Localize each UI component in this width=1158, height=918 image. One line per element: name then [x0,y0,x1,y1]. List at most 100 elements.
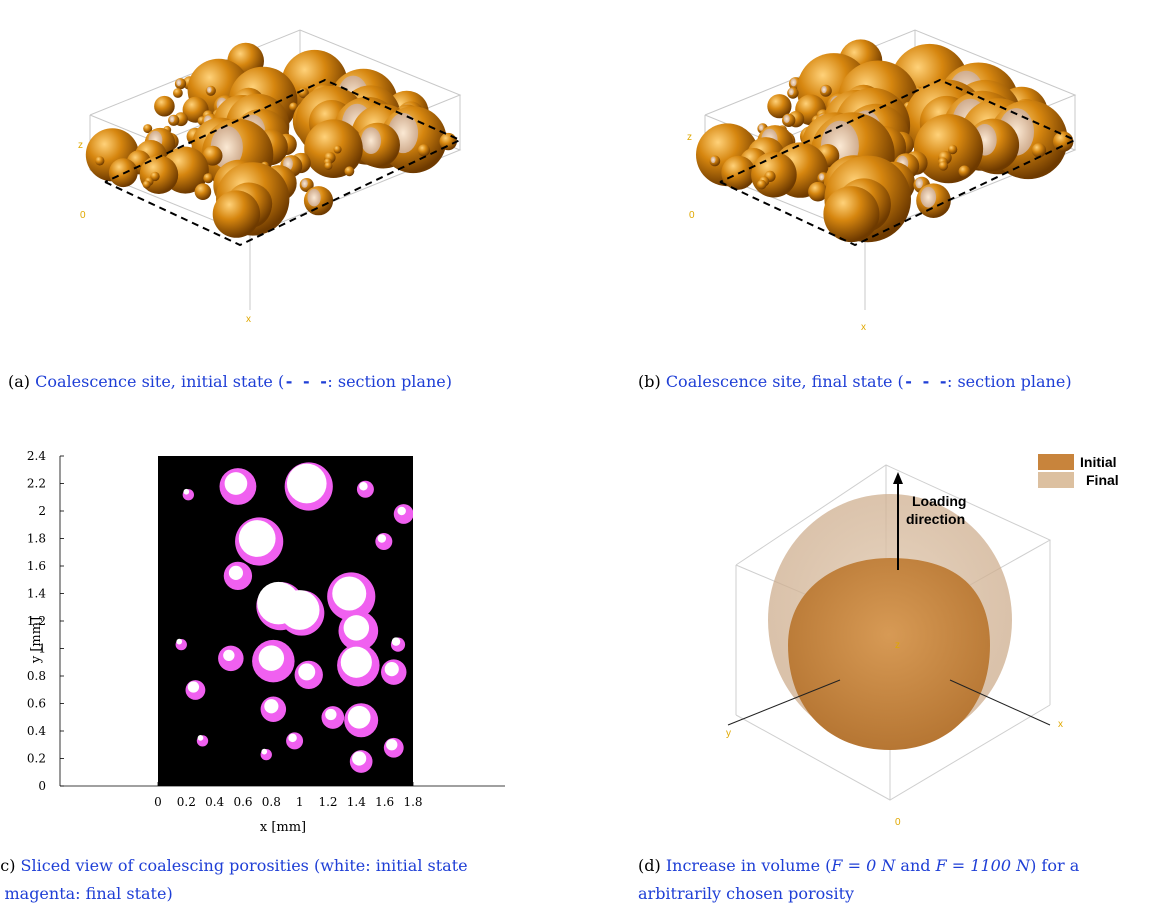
caption-d: (d) Increase in volume (F = 0 N and F = … [638,852,1079,908]
pore-sphere [150,171,160,182]
axis-label-zero: 0 [80,210,86,221]
pore-initial-25 [197,735,204,741]
pore-cut-cap [710,156,716,163]
pore-initial-16 [397,506,406,516]
pore-cut-cap [819,173,825,181]
initial-volume-shape [788,558,990,750]
pore-initial-10 [347,705,371,729]
pore-cut-cap [758,124,764,131]
slice-image [158,456,413,786]
loading-arrow [893,472,903,570]
pore-initial-19 [187,681,200,693]
legend-swatch-final [1038,472,1074,488]
pore-initial-2 [224,472,248,495]
porosity-volume-render: Loading direction Initial Final z y x 0 [726,454,1119,828]
x-tick-label-2: 0.4 [205,795,224,809]
caption-a-suffix: : section plane) [327,372,452,391]
caption-d-line2: arbitrarily chosen porosity [638,884,855,903]
pore-sphere [767,94,792,119]
y-tick-label-8: 1.6 [27,559,46,573]
pore-sphere [202,145,223,166]
section-plane [104,78,463,247]
pore-sphere [194,183,212,200]
pore-sphere [154,95,175,117]
caption-c-line1: Sliced view of coalescing porosities (wh… [20,856,468,875]
x-axis-label: x [mm] [260,820,306,835]
caption-d-math1: F = 0 N [831,856,896,875]
caption-a-label: (a) [8,372,36,391]
pore-initial-22 [352,751,367,766]
pore-initial-5 [332,576,367,611]
pore-sphere [142,180,151,189]
caption-b: (b) Coalescence site, final state (- - -… [638,368,1072,396]
pore-cut-cap [207,86,212,93]
pore-sphere [1031,143,1047,158]
x-tick-label-9: 1.8 [403,795,422,809]
axis-label-z: z [78,140,83,151]
x-tick-label-7: 1.4 [347,795,366,809]
annotation-line2: direction [906,511,965,527]
caption-b-text: Coalescence site, final state ( [665,372,904,391]
y-tick-label-11: 2.2 [27,477,46,491]
y-tick-label-9: 1.8 [27,532,46,546]
panel-d-figure: Loading direction Initial Final z y x 0 [690,440,1158,840]
pore-cut-cap [361,127,381,154]
x-tick-label-3: 0.6 [233,795,252,809]
chart-ticks: 0 0.2 0.4 0.6 0.8 1 1.2 1.4 1.6 1.8 2 2.2 2.4 0 0.2 0.4… [27,449,423,809]
caption-a: (a) Coalescence site, initial state (- -… [8,368,452,396]
caption-a-text: Coalescence site, initial state ( [35,372,285,391]
pore-sphere [212,190,261,238]
axis-lines [727,679,1051,726]
pore-initial-12 [264,699,279,714]
annotation-line1: Loading [912,493,966,509]
porosity-blobs [696,39,1074,243]
axis-label-z: z [687,132,692,143]
pore-sphere [417,144,430,157]
pore-cut-cap [788,88,794,96]
caption-c-line2: / magenta: final state) [0,884,173,903]
caption-c-label: (c) [0,856,16,875]
pore-cut-cap [821,86,827,94]
panel-b-figure: z 0 x [675,0,1095,340]
pore-cut-cap [915,178,923,189]
pore-sphere [143,124,153,134]
pore-initial-17 [359,482,368,491]
y-tick-label-4: 0.8 [27,669,46,683]
panel-c-figure: 0 0.2 0.4 0.6 0.8 1 1.2 1.4 1.6 1.8 2 2.2 2.4 0 0.2 0.4… [0,440,520,850]
pore-initial-27 [176,638,183,645]
caption-d-math2: F = 1100 N [935,856,1031,875]
legend: Initial Final [1038,454,1119,488]
legend-label-final: Final [1086,472,1119,488]
pore-sphere [289,102,298,112]
pore-initial-26 [261,748,268,755]
pore-sphere [344,166,355,177]
caption-d-and: and [895,856,936,875]
legend-swatch-initial [1038,454,1074,470]
pore-cut-cap [920,186,937,208]
caption-b-dash: - - - [903,372,948,391]
x-tick-label-8: 1.6 [375,795,394,809]
pore-initial-18 [377,534,387,543]
pore-initial-24 [391,637,401,646]
caption-c: (c) Sliced view of coalescing porosities… [0,852,468,908]
pore-initial-14 [325,708,337,721]
caption-b-suffix: : section plane) [946,372,1072,391]
pore-sphere [808,181,828,202]
pore-sphere [304,119,363,178]
pore-sphere [95,156,105,166]
x-tick-label-0: 0 [154,795,162,809]
y-tick-label-3: 0.6 [27,697,46,711]
pore-initial-1 [238,520,276,557]
slice-chart: 0 0.2 0.4 0.6 0.8 1 1.2 1.4 1.6 1.8 2 2.2 2.4 0 0.2 0.4… [27,449,505,835]
section-plane [719,78,1078,247]
caption-b-label: (b) [638,372,666,391]
x-tick-label-1: 0.2 [177,795,196,809]
y-tick-label-10: 2 [38,504,46,518]
pore-cut-cap [176,79,182,86]
axis-label-y: y [726,728,731,739]
pore-sphere [173,88,183,98]
panel-a-render: z 0 x [78,29,463,325]
y-tick-label-5: 1 [38,642,46,656]
panel-b-render: z 0 x [687,29,1078,333]
pore-initial-7 [258,645,285,671]
